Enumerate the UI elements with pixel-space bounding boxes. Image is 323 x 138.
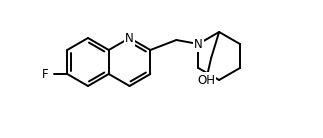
Text: N: N <box>125 31 134 44</box>
Text: N: N <box>194 38 203 51</box>
Text: OH: OH <box>197 74 215 87</box>
Text: F: F <box>42 67 48 80</box>
